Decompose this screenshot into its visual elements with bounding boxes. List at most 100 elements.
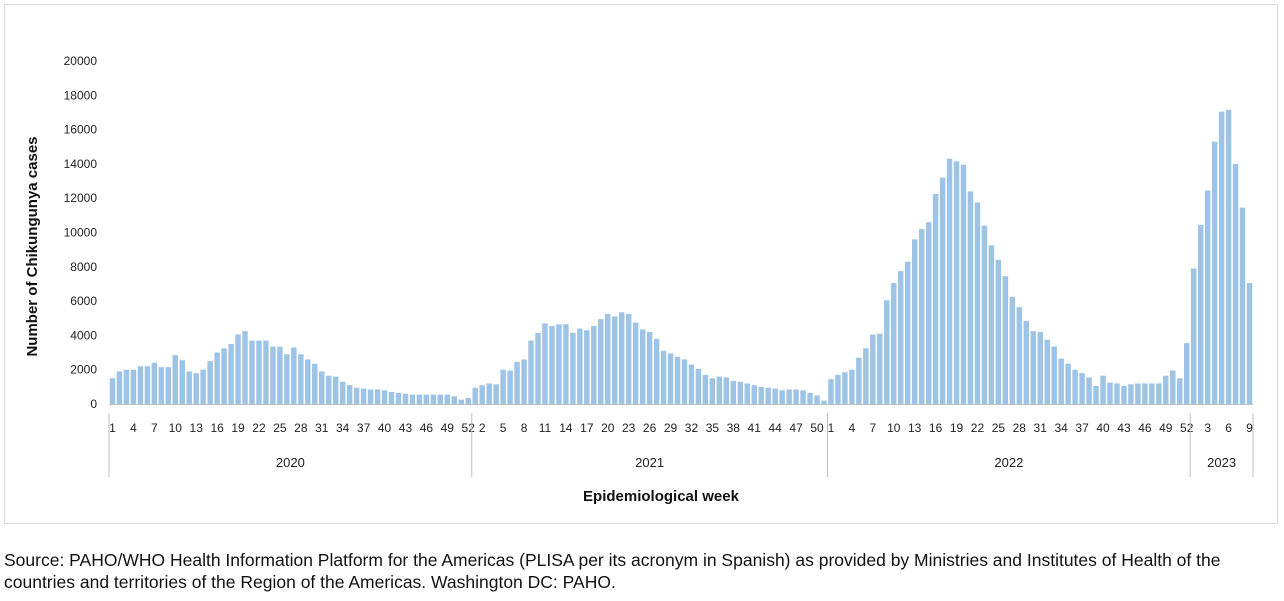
bar [967, 191, 974, 404]
bar [849, 369, 855, 404]
bar [1114, 383, 1120, 404]
x-tick-label: 43 [399, 421, 413, 435]
bar [249, 340, 255, 404]
bar [116, 371, 123, 404]
bar [437, 394, 444, 404]
bar [995, 259, 1002, 404]
bar [932, 193, 939, 404]
bar [653, 338, 660, 404]
x-tick-label: 8 [521, 421, 528, 435]
x-tick-label: 4 [130, 421, 137, 435]
bar [1190, 268, 1197, 404]
bar [367, 389, 374, 404]
bar [1163, 375, 1169, 404]
bar [214, 352, 220, 404]
x-tick-label: 25 [273, 421, 287, 435]
bar [186, 371, 192, 404]
x-tick-label: 40 [378, 421, 392, 435]
x-tick-label: 1 [109, 421, 116, 435]
y-tick-label: 2000 [70, 363, 97, 377]
bar [842, 372, 848, 404]
bar [165, 367, 172, 404]
bar [1197, 224, 1204, 404]
bar [925, 222, 932, 404]
y-tick-label: 8000 [70, 260, 97, 274]
y-tick-label: 10000 [64, 226, 98, 240]
x-tick-label: 46 [420, 421, 434, 435]
y-tick-label: 20000 [64, 54, 98, 68]
bar [521, 359, 527, 404]
bar [228, 343, 234, 404]
bar [1225, 109, 1232, 404]
x-tick-label: 34 [1054, 421, 1068, 435]
chikungunya-bar-chart: 0 2000 4000 6000 8000 10000 12000 14000 16000 180… [24, 54, 1254, 505]
bar [500, 369, 506, 404]
bar [1002, 276, 1009, 404]
y-tick-label: 12000 [64, 191, 98, 205]
x-tick-label: 32 [685, 421, 699, 435]
bar [570, 332, 576, 404]
x-tick-label: 22 [252, 421, 266, 435]
bar [1121, 385, 1127, 404]
bar [305, 359, 311, 404]
bar [765, 387, 771, 404]
bar [109, 378, 116, 404]
bar [284, 354, 290, 404]
x-tick-label: 38 [727, 421, 741, 435]
bar [200, 369, 206, 404]
bar [312, 363, 318, 404]
bar [277, 346, 283, 404]
bar [723, 377, 730, 404]
bar [1023, 320, 1030, 404]
bar [1204, 190, 1211, 404]
bar [1009, 296, 1016, 404]
bar [807, 392, 813, 404]
bar [444, 394, 451, 404]
bar [346, 385, 353, 404]
year-label: 2023 [1207, 455, 1236, 470]
x-tick-label: 23 [622, 421, 636, 435]
bar [374, 389, 381, 404]
y-tick-label: 0 [90, 397, 97, 411]
x-tick-label: 3 [1204, 421, 1211, 435]
bar [1065, 363, 1071, 404]
bar [563, 324, 569, 404]
bar [1086, 377, 1092, 404]
x-tick-label: 52 [462, 421, 476, 435]
bar [144, 366, 151, 404]
x-tick-label: 26 [643, 421, 657, 435]
bar [1246, 283, 1253, 404]
x-tick-label: 49 [441, 421, 455, 435]
bar [681, 359, 688, 404]
bar [800, 390, 806, 404]
year-label: 2021 [635, 455, 664, 470]
bar [918, 229, 925, 404]
bar [549, 325, 555, 404]
bar [151, 362, 158, 404]
bar [884, 300, 890, 404]
bar [618, 312, 625, 404]
bar [988, 245, 995, 404]
y-tick-label: 18000 [64, 88, 98, 102]
bar [660, 350, 667, 404]
bar [814, 395, 820, 404]
bar [1170, 370, 1176, 404]
x-tick-label: 13 [190, 421, 204, 435]
bar [793, 389, 799, 404]
x-tick-label: 52 [1180, 421, 1194, 435]
x-axis-week-labels: 1 4 7 10 13 16 19 22 25 28 31 34 37 40 43 46 49 52 2 5 8 11 14… [109, 421, 1253, 435]
bar [326, 375, 332, 404]
bar [1218, 111, 1225, 404]
bar [953, 161, 960, 404]
x-tick-label: 49 [1159, 421, 1173, 435]
bar [751, 385, 757, 404]
bar [821, 400, 827, 404]
bar [472, 387, 478, 404]
x-tick-label: 20 [601, 421, 615, 435]
x-tick-label: 22 [971, 421, 985, 435]
bar [332, 376, 339, 404]
x-tick-label: 37 [1075, 421, 1089, 435]
y-axis-title: Number of Chikungunya cases [24, 136, 41, 356]
x-tick-label: 1 [828, 421, 835, 435]
bar [542, 323, 548, 404]
